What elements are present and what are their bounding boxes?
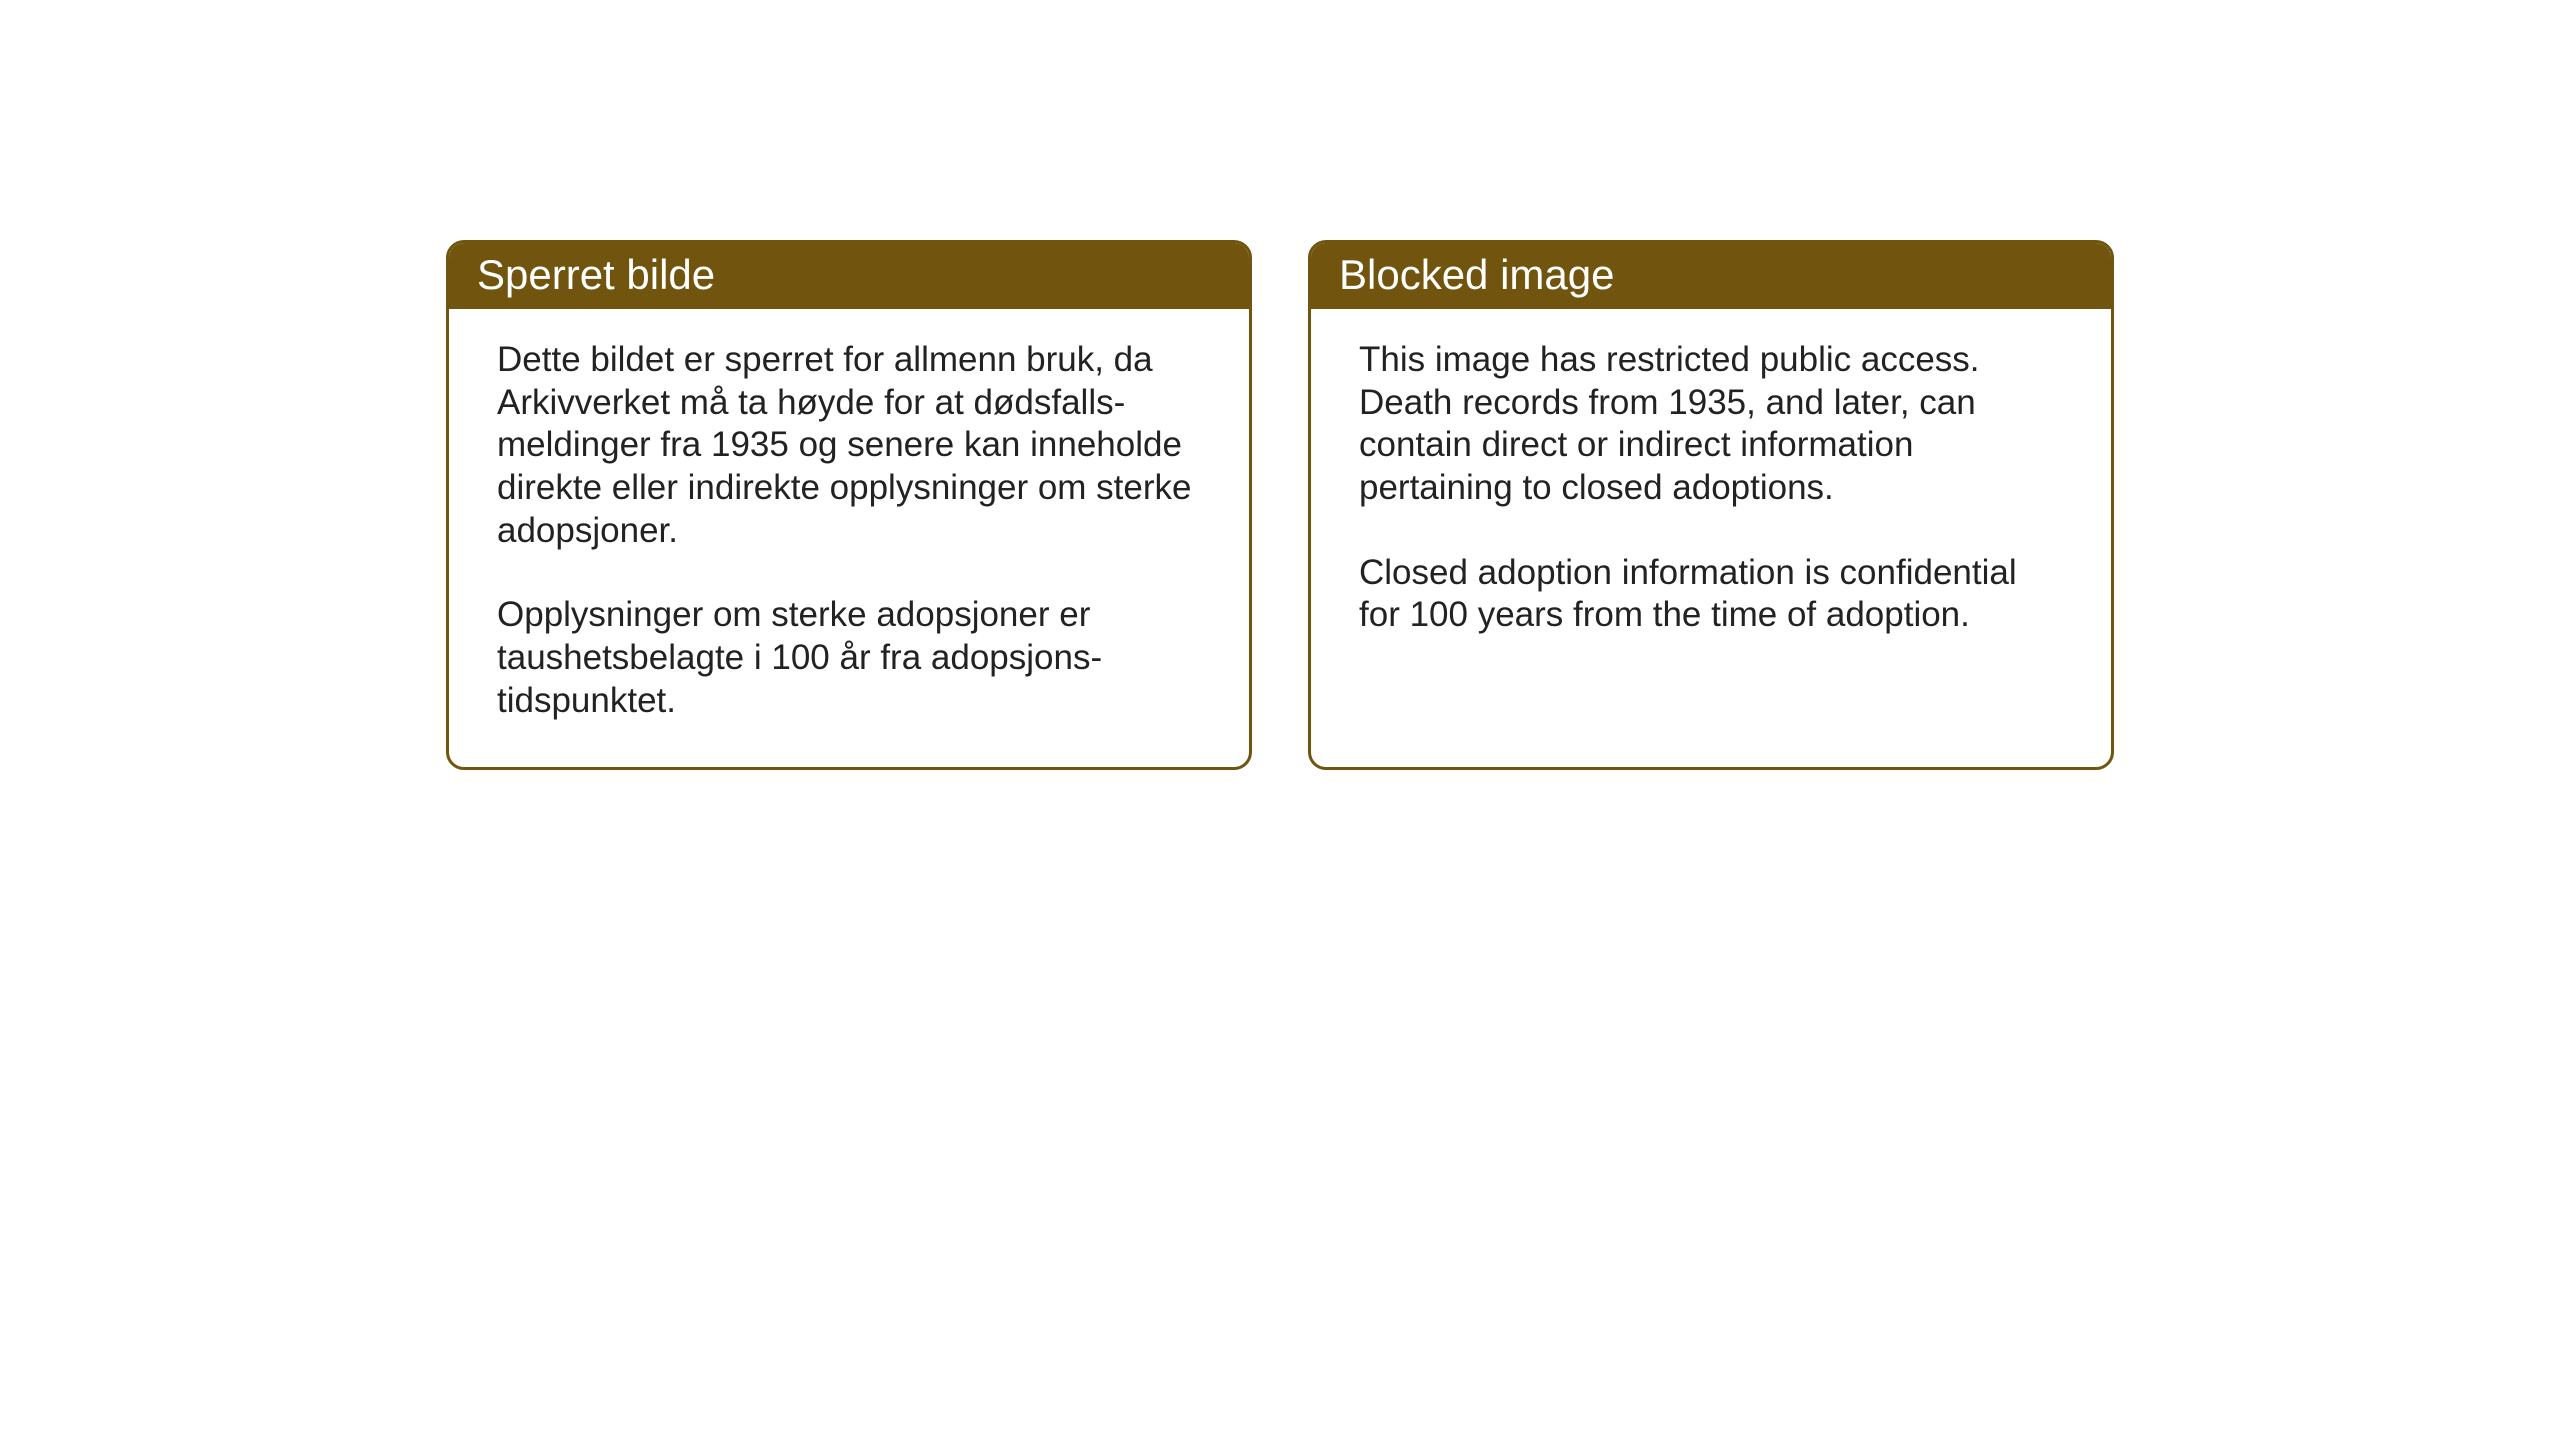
notice-box-norwegian: Sperret bilde Dette bildet er sperret fo… bbox=[446, 240, 1252, 770]
notice-title-english: Blocked image bbox=[1339, 251, 1614, 298]
notice-paragraph-2-english: Closed adoption information is confident… bbox=[1359, 552, 2063, 637]
notice-title-norwegian: Sperret bilde bbox=[477, 251, 715, 298]
notice-header-english: Blocked image bbox=[1311, 243, 2111, 309]
notice-paragraph-2-norwegian: Opplysninger om sterke adopsjoner er tau… bbox=[497, 594, 1201, 722]
notice-body-norwegian: Dette bildet er sperret for allmenn bruk… bbox=[449, 309, 1249, 767]
notice-paragraph-1-norwegian: Dette bildet er sperret for allmenn bruk… bbox=[497, 339, 1201, 552]
notice-box-english: Blocked image This image has restricted … bbox=[1308, 240, 2114, 770]
notice-header-norwegian: Sperret bilde bbox=[449, 243, 1249, 309]
notice-paragraph-1-english: This image has restricted public access.… bbox=[1359, 339, 2063, 510]
notices-container: Sperret bilde Dette bildet er sperret fo… bbox=[446, 240, 2114, 770]
notice-body-english: This image has restricted public access.… bbox=[1311, 309, 2111, 681]
